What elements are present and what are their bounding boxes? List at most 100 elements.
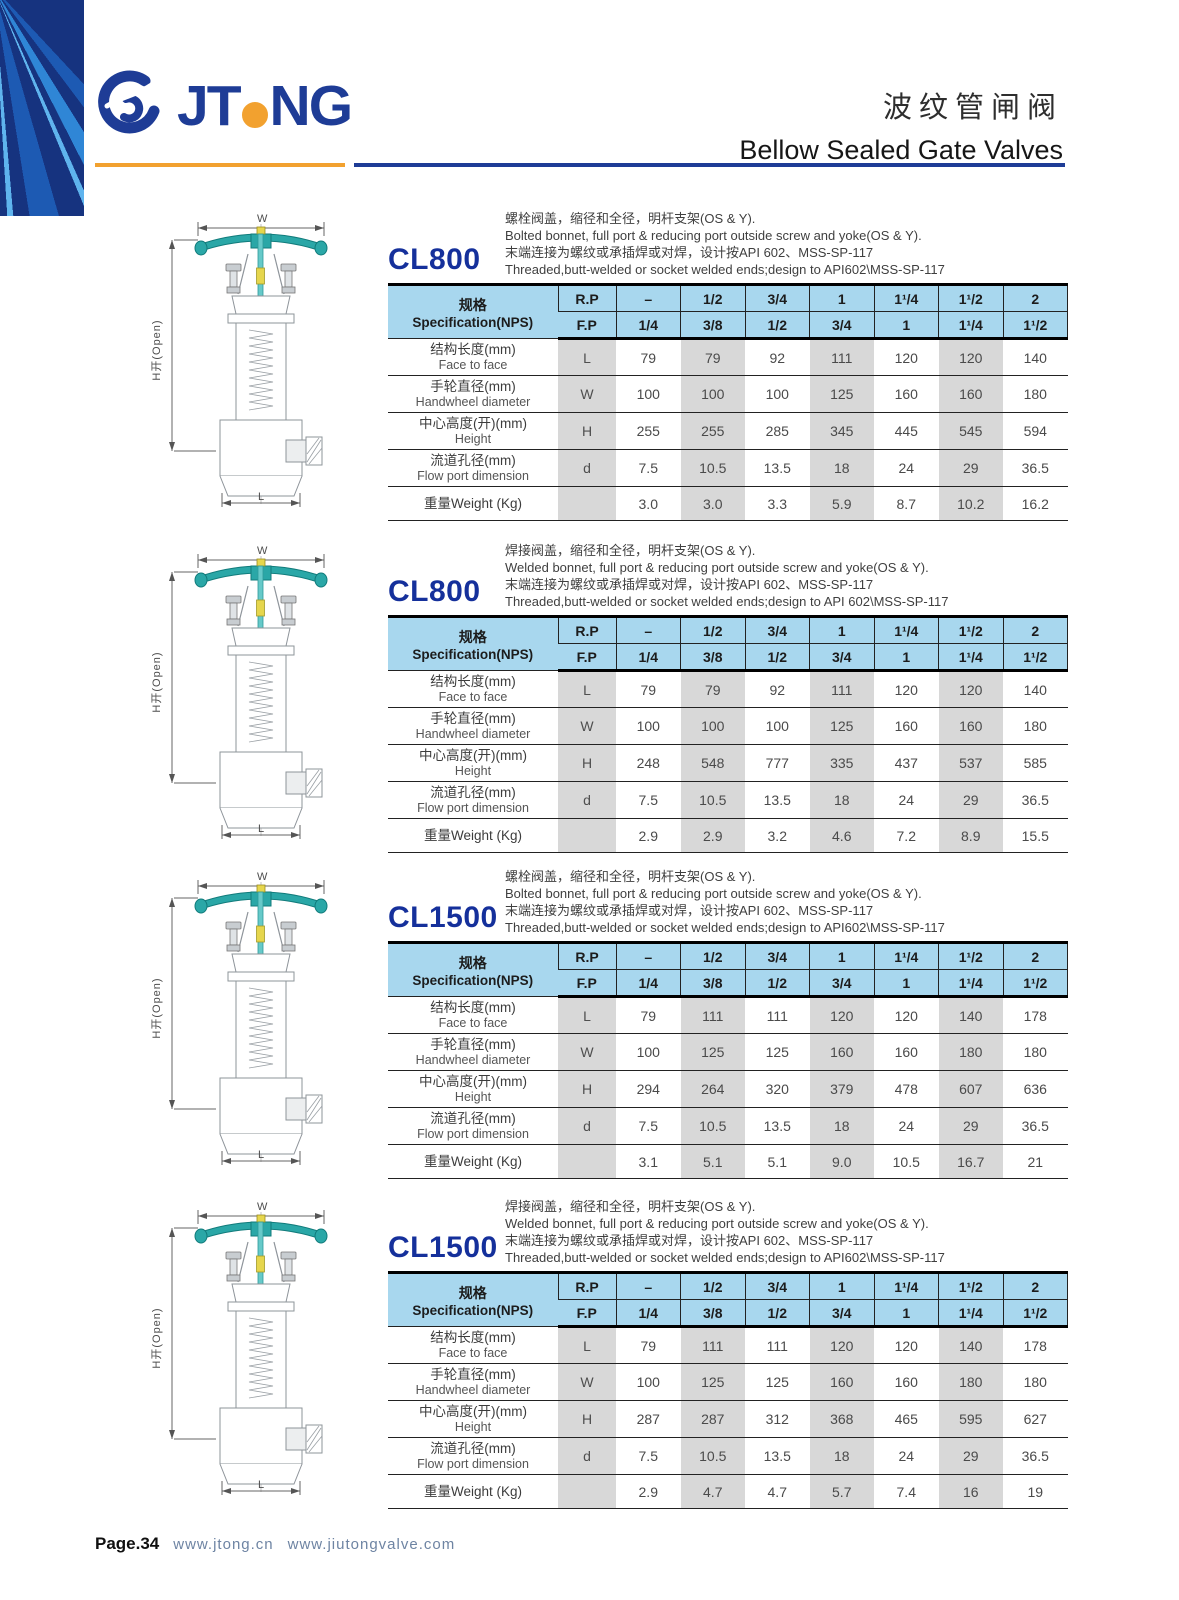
spec-value: 120: [938, 670, 1003, 708]
spec-tbody: 结构长度(mm) Face to face L 79 79 92 111 120 120 140 手…: [388, 670, 1068, 853]
param-symbol: W: [558, 1363, 616, 1401]
rp-size: 1: [809, 616, 874, 644]
fp-size: 1¹/4: [938, 311, 1003, 340]
spec-value: 125: [809, 375, 874, 413]
spec-value: 111: [809, 338, 874, 376]
spec-value: 178: [1003, 1326, 1068, 1364]
dim-label-h: H开(Open): [151, 319, 163, 380]
row-label: 流道孔径(mm) Flow port dimension: [388, 781, 558, 819]
spec-value: 595: [938, 1400, 1003, 1438]
desc-line-zh-1: 螺栓阀盖，缩径和全径，明杆支架(OS & Y).: [505, 869, 756, 884]
spec-value: 79: [616, 1326, 681, 1364]
spec-value: 287: [616, 1400, 681, 1438]
row-label: 中心高度(开)(mm) Height: [388, 1070, 558, 1108]
spec-row: 结构长度(mm) Face to face L 79 111 111 120 120 140 17…: [388, 996, 1068, 1034]
desc-line-en-1: Welded bonnet, full port & reducing port…: [505, 1216, 929, 1231]
spec-row: 重量Weight (Kg) 2.9 4.7 4.7 5.7 7.4 16 19: [388, 1474, 1068, 1509]
spec-tbody: 结构长度(mm) Face to face L 79 79 92 111 120 120 140 手…: [388, 338, 1068, 521]
spec-value: 10.5: [874, 1144, 939, 1179]
spec-value: 111: [680, 1326, 745, 1364]
spec-value: 160: [874, 375, 939, 413]
row-label: 流道孔径(mm) Flow port dimension: [388, 1107, 558, 1145]
spec-header-label: 规格 Specification(NPS): [388, 1272, 558, 1327]
spec-value: 120: [874, 996, 939, 1034]
desc-line-en-2: Threaded,butt-welded or socket welded en…: [505, 262, 945, 277]
spec-value: 160: [874, 1363, 939, 1401]
spec-value: 24: [874, 781, 939, 819]
spec-value: 18: [809, 781, 874, 819]
model-description: 焊接阀盖，缩径和全径，明杆支架(OS & Y). Welded bonnet, …: [505, 1198, 1068, 1266]
spec-value: 285: [745, 412, 810, 450]
fp-size: 1¹/4: [938, 643, 1003, 672]
spec-value: 777: [745, 744, 810, 782]
spec-value: 627: [1003, 1400, 1068, 1438]
rp-size: 3/4: [744, 616, 810, 644]
fp-size: 1/2: [744, 969, 810, 998]
spec-value: 3.3: [745, 486, 810, 521]
fp-size: 3/4: [809, 311, 874, 340]
spec-row: 流道孔径(mm) Flow port dimension d 7.5 10.5 13.5 1…: [388, 1437, 1068, 1475]
desc-line-zh-1: 螺栓阀盖，缩径和全径，明杆支架(OS & Y).: [505, 211, 756, 226]
spec-value: 160: [809, 1363, 874, 1401]
spec-value: 29: [938, 1437, 1003, 1475]
spec-value: 5.1: [745, 1144, 810, 1179]
spec-value: 13.5: [745, 1437, 810, 1475]
dim-label-w: W: [257, 1201, 268, 1213]
spec-value: 125: [745, 1363, 810, 1401]
spec-value: 437: [874, 744, 939, 782]
spec-value: 545: [938, 412, 1003, 450]
brand-text-left: JT: [177, 73, 242, 138]
param-symbol: H: [558, 744, 616, 782]
row-label: 结构长度(mm) Face to face: [388, 996, 558, 1034]
param-symbol: H: [558, 1070, 616, 1108]
param-symbol: [558, 1144, 616, 1179]
spec-header-label: 规格 Specification(NPS): [388, 942, 558, 997]
page-footer: Page.34 www.jtong.cn www.jiutongvalve.co…: [95, 1534, 455, 1554]
param-symbol: d: [558, 1437, 616, 1475]
spec-header-label: 规格 Specification(NPS): [388, 616, 558, 671]
model-description: 螺栓阀盖，缩径和全径，明杆支架(OS & Y). Bolted bonnet, …: [505, 210, 1068, 278]
row-label: 重量Weight (Kg): [388, 1144, 558, 1179]
rp-size: 1: [809, 1272, 874, 1300]
spec-row: 结构长度(mm) Face to face L 79 111 111 120 120 140 17…: [388, 1326, 1068, 1364]
rp-label: R.P: [557, 942, 616, 970]
spec-value: 100: [616, 1363, 681, 1401]
spec-value: 3.0: [616, 486, 681, 521]
row-label: 中心高度(开)(mm) Height: [388, 412, 558, 450]
desc-line-zh-2: 末端连接为螺纹或承插焊或对焊，设计按API 602、MSS-SP-117: [505, 903, 874, 918]
rp-label: R.P: [557, 1272, 616, 1300]
spec-header-zh: 规格: [458, 628, 487, 645]
spec-value: 79: [616, 338, 681, 376]
spec-value: 29: [938, 449, 1003, 487]
spec-value: 120: [874, 1326, 939, 1364]
valve-technical-drawing: W: [151, 1201, 328, 1495]
spec-value: 320: [745, 1070, 810, 1108]
section-content: CL1500 焊接阀盖，缩径和全径，明杆支架(OS & Y). Welded b…: [388, 1194, 1068, 1509]
rp-label: R.P: [557, 616, 616, 644]
fp-size: 1/4: [615, 311, 681, 340]
valve-technical-drawing: W: [151, 545, 328, 839]
spec-row: 流道孔径(mm) Flow port dimension d 7.5 10.5 13.5 1…: [388, 449, 1068, 487]
param-symbol: W: [558, 1033, 616, 1071]
spec-header-en: Specification(NPS): [412, 1302, 534, 1318]
valve-diagram: W: [136, 1198, 388, 1498]
model-description: 螺栓阀盖，缩径和全径，明杆支架(OS & Y). Bolted bonnet, …: [505, 868, 1068, 936]
row-label: 手轮直径(mm) Handwheel diameter: [388, 1363, 558, 1401]
spec-value: 180: [1003, 1033, 1068, 1071]
spec-value: 180: [1003, 1363, 1068, 1401]
spec-value: 7.2: [874, 818, 939, 853]
spec-value: 8.9: [938, 818, 1003, 853]
fp-size: 3/8: [680, 643, 745, 672]
desc-line-zh-2: 末端连接为螺纹或承插焊或对焊，设计按API 602、MSS-SP-117: [505, 577, 874, 592]
dim-label-w: W: [257, 545, 268, 557]
fp-label: F.P: [558, 311, 616, 340]
rp-size: 3/4: [744, 942, 810, 970]
param-symbol: [558, 818, 616, 853]
spec-table: 规格 Specification(NPS) R.P – 1/2 3/4 1 1¹…: [388, 941, 1068, 1179]
param-symbol: d: [558, 449, 616, 487]
dim-label-l: L: [258, 823, 264, 835]
spec-value: 4.6: [809, 818, 874, 853]
rp-size: 1¹/2: [938, 1272, 1003, 1300]
spec-header-zh: 规格: [458, 296, 487, 313]
dim-label-h: H开(Open): [151, 977, 163, 1038]
